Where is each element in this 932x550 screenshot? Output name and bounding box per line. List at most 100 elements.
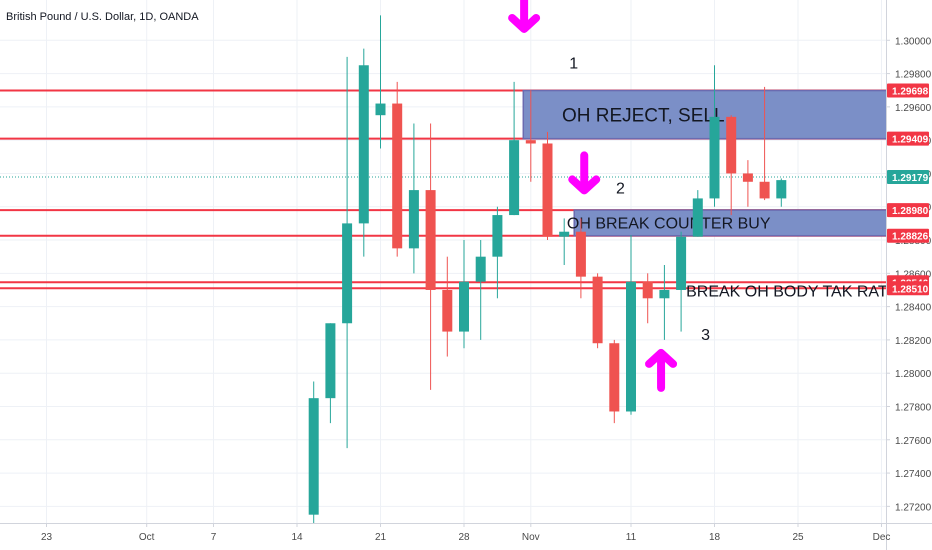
level-price-tag: 1.29409 [887,131,929,146]
level-price-tag: 1.29698 [887,83,929,98]
chart-title: British Pound / U.S. Dollar, 1D, OANDA [6,11,199,23]
price-tag-label: 1.28980 [892,206,929,217]
candle-up [375,15,386,149]
x-tick-label: 28 [458,532,470,543]
x-tick-label: 7 [211,532,217,543]
candle-up [459,240,469,349]
candle-body [392,103,403,249]
candle-up [626,235,636,415]
candle-up [676,231,687,332]
y-tick-label: 1.27600 [895,436,932,447]
x-tick-label: Dec [873,532,891,543]
candle-body [459,281,469,332]
candle-body [308,398,319,515]
candle-body [509,140,520,216]
annotation-text: 2 [616,180,625,197]
candle-body [325,323,336,399]
price-tag-bg [887,83,929,98]
x-tick-label: Nov [522,532,540,543]
x-tick-label: 18 [709,532,721,543]
price-tag-label: 1.28510 [892,284,929,295]
candle-down [642,273,653,324]
candle-body [726,116,737,174]
level-price-tag: 1.28980 [887,203,929,218]
arrow-head [568,175,601,195]
x-tick-label: 21 [375,532,387,543]
candle-body [408,190,419,249]
candle-down [759,86,770,201]
candle-down [442,256,453,357]
candle-body [492,215,503,257]
candle-body [442,289,453,332]
candle-up [492,206,503,299]
zone-label: OH REJECT, SELL [562,105,725,126]
candle-down [542,131,553,241]
candle-body [475,256,486,282]
candle-body [759,181,770,199]
up-arrow-icon [645,348,678,392]
candle-up [475,240,486,340]
candle-up [559,218,570,265]
candle-down [392,81,403,257]
price-tag-label: 1.28826 [892,232,929,243]
candle-body [776,180,787,199]
candle-up [692,190,703,237]
candle-body [676,236,687,290]
candle-up [325,323,336,424]
candle-up [709,65,720,207]
candle-up [358,48,369,257]
annotations: BREAK OH BODY TAK RATA 1 2 3 [569,56,897,344]
candle-body [525,140,536,144]
candle-body [709,116,720,199]
time-scale [0,523,886,550]
price-tag-label: 1.29698 [892,87,929,98]
y-tick-label: 1.28600 [895,269,932,280]
x-tick-label: 14 [291,532,303,543]
level-price-tag: 1.28510 [887,281,929,296]
candle-body [342,223,353,324]
y-tick-label: 1.28400 [895,303,932,314]
candle-down [742,160,753,207]
candle-up [659,265,670,340]
candle-up [308,381,319,523]
candle-body [575,231,586,277]
x-tick-label: Oct [139,532,155,543]
current-price-tag: 1.29179 [887,169,929,184]
candle-body [425,190,436,290]
arrow-head [508,13,541,33]
x-tick-label: 11 [626,532,637,543]
candles [308,15,787,523]
candle-up [408,123,419,274]
candle-down [575,218,586,299]
y-tick-label: 1.27800 [895,402,932,413]
grid [0,0,886,523]
candle-body [542,143,553,237]
price-tag-bg [887,203,929,218]
price-tag-label: 1.29179 [892,173,929,184]
price-tag-label: 1.29409 [892,135,929,146]
level-price-tag: 1.28826 [887,228,929,243]
candle-down [525,90,536,182]
candle-body [626,281,636,412]
price-tag-bg [887,281,929,296]
y-tick-label: 1.28000 [895,369,932,380]
candle-body [559,231,570,237]
price-tag-bg [887,131,929,146]
arrows [508,0,678,392]
candle-body [358,65,369,224]
candle-body [659,289,670,299]
candle-up [509,81,520,216]
x-tick-label: 25 [792,532,804,543]
y-tick-label: 1.29800 [895,70,932,81]
zone-label: OH BREAK COUNTER BUY [567,216,771,233]
arrow-head [645,348,678,368]
y-tick-label: 1.27200 [895,502,932,513]
candle-down [726,115,737,216]
candle-body [375,103,386,116]
price-tag-bg [887,228,929,243]
annotation-text: BREAK OH BODY TAK RATA [686,284,897,301]
zones: OH REJECT, SELL OH BREAK COUNTER BUY [522,89,904,237]
y-tick-label: 1.29600 [895,103,932,114]
